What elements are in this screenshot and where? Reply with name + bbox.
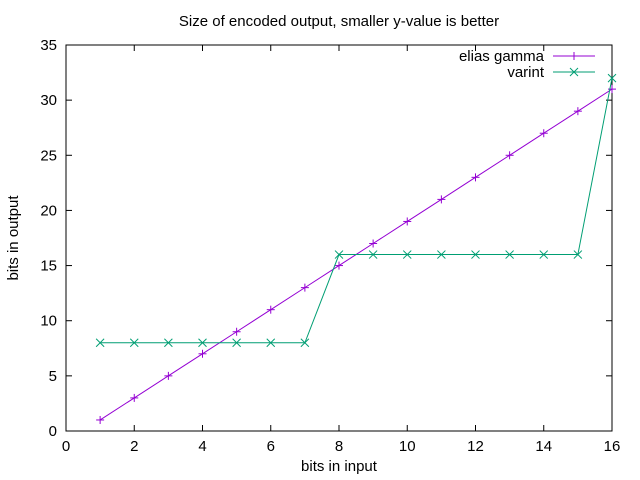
data-point — [607, 73, 617, 83]
x-tick: 10 — [399, 45, 416, 455]
x-tick-label: 14 — [535, 438, 552, 455]
x-tick-label: 8 — [335, 438, 343, 455]
plot-frame — [65, 44, 613, 432]
data-point — [403, 217, 412, 226]
x-tick-label: 6 — [267, 438, 275, 455]
y-tick: 35 — [40, 37, 612, 54]
y-tick-label: 10 — [40, 313, 57, 330]
data-point — [300, 283, 309, 292]
data-point — [334, 250, 344, 259]
data-point — [569, 67, 579, 77]
x-axis: 0 2 4 6 8 10 12 14 16 — [62, 45, 621, 455]
data-point — [300, 338, 310, 348]
series-line-varint — [100, 77, 613, 344]
data-point — [573, 250, 583, 259]
legend-label: elias gamma — [459, 48, 545, 65]
y-tick: 0 — [49, 423, 612, 440]
data-point — [266, 305, 275, 314]
data-point — [232, 327, 241, 336]
data-point — [129, 338, 139, 348]
x-tick-label: 2 — [130, 438, 138, 455]
x-tick: 16 — [604, 45, 621, 455]
y-tick-label: 0 — [49, 423, 57, 440]
x-tick: 4 — [198, 45, 207, 455]
y-tick: 30 — [40, 92, 612, 109]
x-tick: 12 — [467, 45, 484, 455]
data-point — [130, 393, 139, 402]
data-point — [198, 338, 207, 348]
y-tick: 10 — [40, 313, 612, 330]
data-point — [335, 261, 343, 270]
y-tick: 25 — [40, 147, 612, 164]
series-layer — [95, 73, 617, 424]
data-point — [402, 250, 412, 259]
data-point — [368, 250, 378, 259]
data-point — [369, 239, 378, 248]
x-tick-label: 12 — [467, 438, 484, 455]
data-point — [95, 338, 105, 348]
series-varint — [95, 73, 617, 348]
y-tick-label: 20 — [40, 202, 57, 219]
legend-entry: varint — [507, 64, 595, 81]
x-tick: 0 — [62, 45, 70, 455]
data-point — [266, 338, 276, 348]
data-point — [608, 85, 616, 94]
x-tick: 8 — [335, 45, 343, 455]
data-point — [232, 338, 241, 348]
x-axis-label: bits in input — [301, 458, 378, 475]
data-point — [505, 250, 514, 259]
x-tick: 6 — [267, 45, 275, 455]
data-point — [437, 250, 446, 259]
data-point — [164, 338, 173, 348]
data-point — [198, 349, 207, 358]
data-point — [539, 250, 549, 259]
data-point — [164, 371, 173, 380]
chart-title: Size of encoded output, smaller y-value … — [179, 13, 499, 30]
y-tick-label: 5 — [49, 368, 57, 385]
y-tick-label: 25 — [40, 147, 57, 164]
x-tick-label: 10 — [399, 438, 416, 455]
legend-label: varint — [507, 64, 545, 81]
data-point — [505, 151, 514, 160]
y-tick: 15 — [40, 258, 612, 275]
y-axis-label: bits in output — [5, 195, 22, 281]
y-tick: 5 — [49, 368, 612, 385]
y-axis: 0 5 10 15 20 25 30 35 — [40, 37, 612, 440]
data-point — [570, 52, 578, 60]
x-tick-label: 16 — [604, 438, 621, 455]
legend-entry: elias gamma — [459, 48, 595, 65]
data-point — [471, 173, 480, 182]
data-point — [96, 415, 105, 424]
y-tick-label: 15 — [40, 258, 57, 275]
y-tick: 20 — [40, 202, 612, 219]
data-point — [471, 250, 480, 259]
x-tick: 2 — [130, 45, 138, 455]
data-point — [437, 195, 446, 204]
data-point — [573, 107, 582, 116]
data-point — [539, 129, 548, 138]
x-tick-label: 0 — [62, 438, 70, 455]
y-tick-label: 30 — [40, 92, 57, 109]
x-tick: 14 — [535, 45, 552, 455]
x-tick-label: 4 — [198, 438, 206, 455]
y-tick-label: 35 — [40, 37, 57, 54]
